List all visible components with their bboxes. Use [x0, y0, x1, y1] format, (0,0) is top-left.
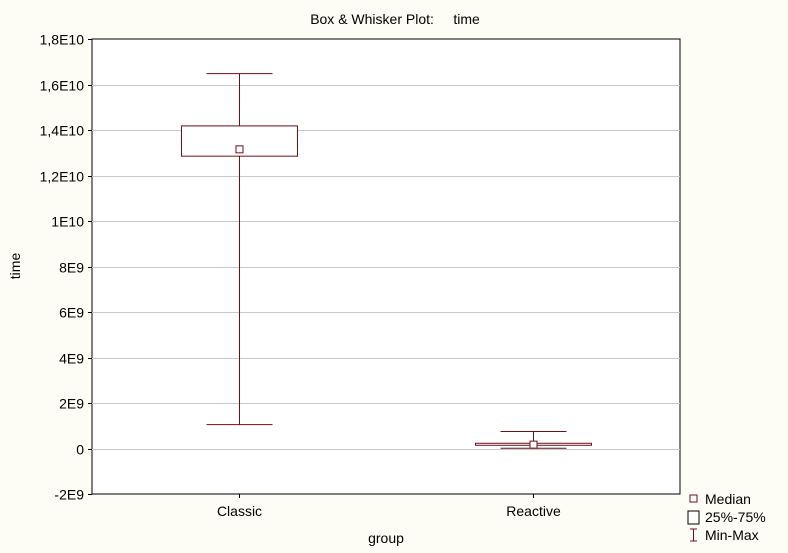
y-tick-label: 1,4E10: [40, 123, 85, 139]
x-tick-label: Classic: [217, 503, 262, 519]
median-marker: [235, 145, 244, 154]
plot-area: [91, 38, 681, 495]
y-tick-label: -2E9: [54, 487, 84, 503]
median-marker: [529, 440, 538, 449]
box-series: [181, 73, 592, 449]
box-reactive: [475, 430, 592, 449]
y-axis-label: time: [7, 253, 23, 280]
y-tick-label: 1,2E10: [40, 169, 85, 185]
y-axis: -2E9 0 2E9 4E9 6E9 8E9 1E10 1,2E10 1,4E10 1,6E10 1…: [40, 32, 92, 503]
x-axis-label: group: [368, 530, 404, 546]
y-tick-label: 8E9: [59, 260, 84, 276]
gridlines: [92, 85, 680, 450]
y-tick-label: 1,8E10: [40, 32, 85, 48]
legend-label: Min-Max: [705, 527, 759, 543]
y-tick-label: 1,6E10: [40, 78, 85, 94]
x-axis: Classic Reactive: [217, 494, 561, 519]
y-tick-label: 2E9: [59, 396, 84, 412]
legend-label: 25%-75%: [705, 509, 766, 525]
y-tick-label: 6E9: [59, 305, 84, 321]
x-tick-label: Reactive: [506, 503, 561, 519]
chart-title: Box & Whisker Plot: time: [310, 11, 480, 27]
y-tick-label: 1E10: [51, 214, 84, 230]
box-iqr: [181, 125, 298, 157]
legend: Median 25%-75% Min-Max: [687, 491, 766, 543]
legend-label: Median: [705, 491, 751, 507]
legend-iqr-icon: [687, 510, 700, 525]
y-tick-label: 4E9: [59, 351, 84, 367]
y-tick-label: 0: [76, 442, 84, 458]
legend-median-icon: [689, 494, 698, 503]
box-classic: [181, 73, 298, 426]
